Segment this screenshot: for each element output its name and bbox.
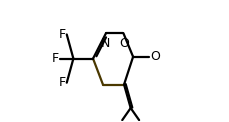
Text: F: F (58, 28, 65, 41)
Text: O: O (119, 37, 128, 50)
Text: F: F (52, 52, 59, 65)
Text: N: N (100, 37, 109, 50)
Text: O: O (150, 50, 159, 63)
Text: F: F (58, 76, 65, 89)
